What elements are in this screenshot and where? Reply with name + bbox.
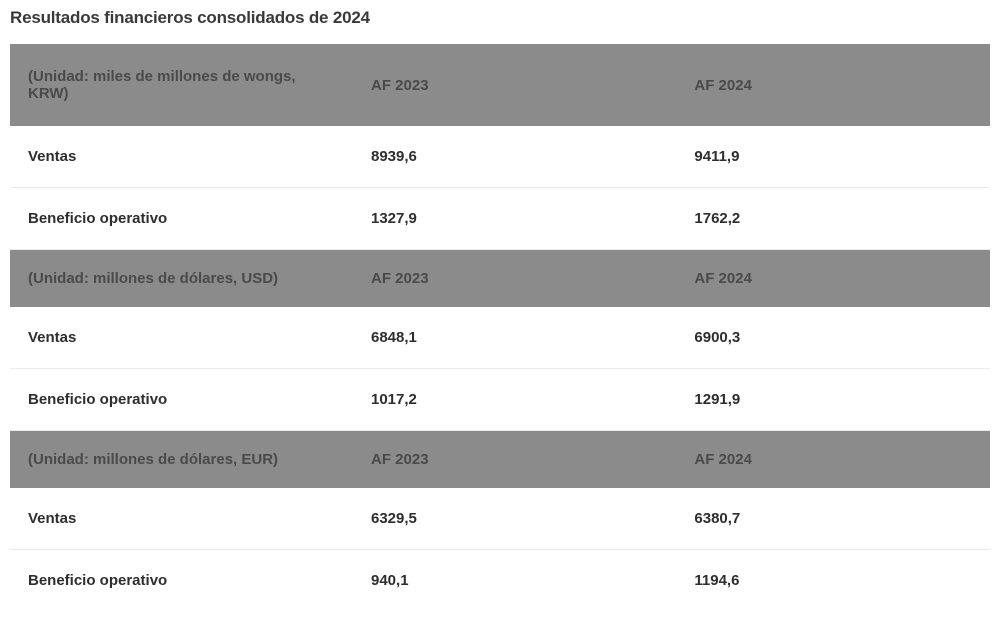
row-label: Ventas: [10, 126, 353, 188]
unit-label: (Unidad: millones de dólares, USD): [10, 250, 353, 308]
section-header: (Unidad: miles de millones de wongs, KRW…: [10, 44, 990, 126]
row-label: Beneficio operativo: [10, 550, 353, 612]
unit-label: (Unidad: millones de dólares, EUR): [10, 431, 353, 489]
cell-fy2023: 8939,6: [353, 126, 676, 188]
unit-label: (Unidad: miles de millones de wongs, KRW…: [10, 44, 353, 126]
section-header: (Unidad: millones de dólares, EUR) AF 20…: [10, 431, 990, 489]
table-row: Ventas 8939,6 9411,9: [10, 126, 990, 188]
cell-fy2024: 1762,2: [676, 188, 990, 250]
financial-results-table: (Unidad: miles de millones de wongs, KRW…: [10, 44, 990, 611]
column-header-fy2024: AF 2024: [676, 44, 990, 126]
table-row: Beneficio operativo 1327,9 1762,2: [10, 188, 990, 250]
cell-fy2024: 1291,9: [676, 369, 990, 431]
row-label: Beneficio operativo: [10, 369, 353, 431]
column-header-fy2023: AF 2023: [353, 44, 676, 126]
cell-fy2023: 1327,9: [353, 188, 676, 250]
cell-fy2024: 1194,6: [676, 550, 990, 612]
column-header-fy2023: AF 2023: [353, 431, 676, 489]
row-label: Ventas: [10, 307, 353, 369]
table-row: Beneficio operativo 1017,2 1291,9: [10, 369, 990, 431]
section-header: (Unidad: millones de dólares, USD) AF 20…: [10, 250, 990, 308]
row-label: Beneficio operativo: [10, 188, 353, 250]
table-row: Ventas 6329,5 6380,7: [10, 488, 990, 550]
column-header-fy2023: AF 2023: [353, 250, 676, 308]
column-header-fy2024: AF 2024: [676, 250, 990, 308]
cell-fy2023: 1017,2: [353, 369, 676, 431]
cell-fy2023: 6848,1: [353, 307, 676, 369]
column-header-fy2024: AF 2024: [676, 431, 990, 489]
cell-fy2024: 6380,7: [676, 488, 990, 550]
table-row: Beneficio operativo 940,1 1194,6: [10, 550, 990, 612]
cell-fy2024: 6900,3: [676, 307, 990, 369]
cell-fy2024: 9411,9: [676, 126, 990, 188]
page-title: Resultados financieros consolidados de 2…: [10, 8, 990, 28]
row-label: Ventas: [10, 488, 353, 550]
cell-fy2023: 940,1: [353, 550, 676, 612]
cell-fy2023: 6329,5: [353, 488, 676, 550]
table-row: Ventas 6848,1 6900,3: [10, 307, 990, 369]
